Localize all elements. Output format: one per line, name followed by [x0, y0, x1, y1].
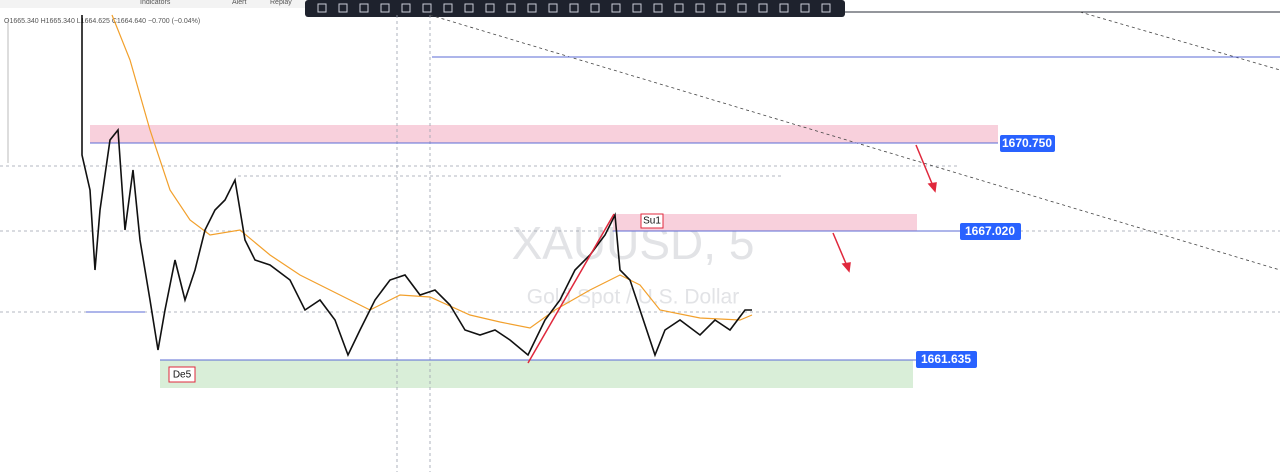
- toolbar-icons: [317, 3, 831, 13]
- toolbar-icon[interactable]: [800, 3, 810, 13]
- zone-label-box: [168, 366, 196, 383]
- toolbar-icon[interactable]: [569, 3, 579, 13]
- zone-label: De5: [173, 370, 192, 381]
- toolbar-icon[interactable]: [338, 3, 348, 13]
- toolbar-icon[interactable]: [779, 3, 789, 13]
- price-label: 1667.020: [965, 224, 1015, 238]
- toolbar-icon[interactable]: [674, 3, 684, 13]
- toolbar-icon[interactable]: [359, 3, 369, 13]
- toolbar-icon[interactable]: [653, 3, 663, 13]
- toolbar-icon[interactable]: [380, 3, 390, 13]
- indicators-button[interactable]: Indicators: [140, 0, 171, 6]
- header-strip: [0, 0, 305, 8]
- zone-label: Su1: [643, 216, 661, 227]
- watermark-description: Gold Spot / U.S. Dollar: [527, 286, 739, 309]
- supply-zone: [613, 214, 917, 231]
- replay-button[interactable]: Replay: [270, 0, 292, 6]
- toolbar-icon[interactable]: [548, 3, 558, 13]
- price-label: 1670.750: [1002, 136, 1052, 150]
- toolbar-icon[interactable]: [590, 3, 600, 13]
- toolbar-icon[interactable]: [611, 3, 621, 13]
- trend-lines: [429, 11, 1280, 271]
- toolbar-icon[interactable]: [821, 3, 831, 13]
- price-path: [81, 15, 752, 358]
- toolbar-icon[interactable]: [716, 3, 726, 13]
- toolbar-icon[interactable]: [317, 3, 327, 13]
- toolbar-icon[interactable]: [695, 3, 705, 13]
- price-label-box: [1000, 135, 1055, 152]
- alert-button[interactable]: Alert: [232, 0, 246, 6]
- toolbar-icon[interactable]: [527, 3, 537, 13]
- drawing-toolbar[interactable]: [305, 0, 845, 17]
- level-lines: [86, 56, 1280, 361]
- toolbar-icon[interactable]: [506, 3, 516, 13]
- toolbar-icon[interactable]: [443, 3, 453, 13]
- arrows: [832, 144, 937, 273]
- ohlc-legend: O1665.340 H1665.340 L1664.625 C1664.640 …: [4, 18, 200, 25]
- impulse-line: [527, 213, 615, 364]
- toolbar-icon[interactable]: [737, 3, 747, 13]
- supply-zone: [90, 125, 998, 143]
- toolbar-icon[interactable]: [758, 3, 768, 13]
- toolbar-icon[interactable]: [401, 3, 411, 13]
- price-label: 1661.635: [921, 352, 971, 366]
- toolbar-icon[interactable]: [422, 3, 432, 13]
- price-label-box: [960, 223, 1021, 240]
- toolbar-icon[interactable]: [485, 3, 495, 13]
- toolbar-icon[interactable]: [632, 3, 642, 13]
- demand-zone: [160, 360, 913, 388]
- price-label-box: [916, 351, 977, 368]
- zone-label-box: [640, 213, 664, 229]
- moving-average: [111, 14, 753, 329]
- toolbar-icon[interactable]: [464, 3, 474, 13]
- dashed-guides: [0, 15, 1280, 472]
